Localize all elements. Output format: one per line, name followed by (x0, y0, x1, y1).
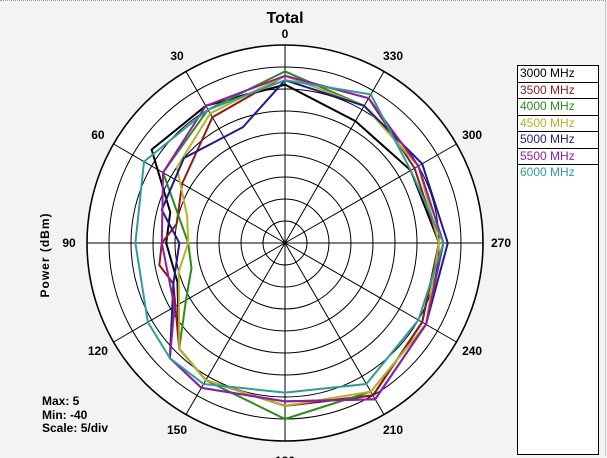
legend-item: 5500 MHz (518, 149, 598, 165)
series-line-4500-mhz (175, 74, 441, 407)
scale-label: Scale: 5/div (42, 421, 109, 435)
grid-spoke (284, 242, 385, 415)
angle-label-0: 0 (282, 27, 289, 41)
grid-spoke (284, 71, 385, 244)
legend-item: 5000 MHz (518, 132, 598, 149)
y-axis-label: Power (dBm) (38, 212, 52, 298)
series-traces (134, 70, 449, 421)
chart-title: Total (266, 10, 303, 27)
angle-labels: 0 30 60 90 120 150 180 210 240 270 300 330 (62, 27, 511, 458)
grid-spoke (284, 242, 457, 343)
max-label: Max: 5 (42, 394, 80, 408)
legend: 3000 MHz 3500 MHz 4000 MHz 4500 MHz 5000 MHz… (517, 65, 599, 455)
scale-info: Max: 5 Min: -40 Scale: 5/div (42, 394, 109, 436)
series-line-5500-mhz (160, 74, 445, 403)
grid-spoke (113, 242, 286, 343)
series-line-6000-mhz (134, 79, 445, 394)
grid-spoke (185, 242, 286, 415)
angle-label-90: 90 (62, 236, 76, 250)
angle-label-240: 240 (462, 344, 482, 358)
angle-label-30: 30 (170, 49, 184, 63)
angle-label-210: 210 (383, 423, 403, 437)
polar-grid (86, 44, 484, 442)
grid-spoke (284, 143, 457, 244)
angle-label-120: 120 (88, 344, 108, 358)
angle-label-150: 150 (167, 423, 187, 437)
legend-item: 4500 MHz (518, 116, 598, 132)
min-label: Min: -40 (42, 407, 88, 422)
angle-label-60: 60 (91, 128, 105, 142)
legend-item: 6000 MHz (520, 165, 575, 179)
legend-item: 3000 MHz (518, 66, 598, 83)
angle-label-300: 300 (462, 128, 482, 142)
angle-label-270: 270 (491, 236, 511, 250)
grid-spoke (113, 143, 286, 244)
legend-item: 4000 MHz (518, 99, 598, 116)
angle-label-330: 330 (383, 49, 403, 63)
angle-label-180: 180 (275, 454, 295, 458)
legend-item: 3500 MHz (518, 83, 598, 99)
grid-spoke (185, 71, 286, 244)
